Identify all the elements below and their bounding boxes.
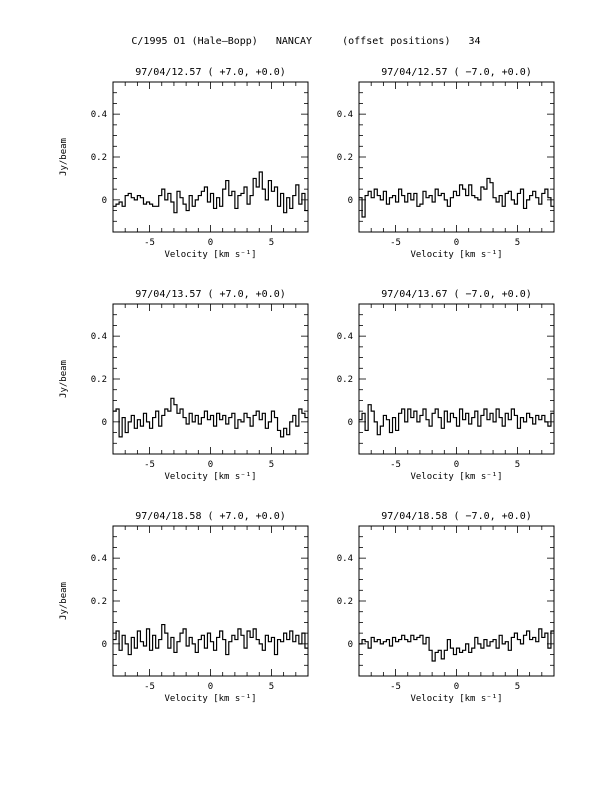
panel-title: 97/04/12.57 ( +7.0, +0.0) <box>135 67 286 78</box>
y-tick-label: 0.4 <box>337 110 353 120</box>
y-tick-label: 0.4 <box>91 554 107 564</box>
x-axis-label: Velocity [km s⁻¹] <box>410 250 502 260</box>
y-tick-label: 0 <box>348 640 353 650</box>
x-tick-label: -5 <box>144 682 155 692</box>
y-tick-label: 0.2 <box>91 375 107 385</box>
y-axis-label: Jy/beam <box>59 360 69 398</box>
panel-title: 97/04/13.67 ( −7.0, +0.0) <box>381 289 532 300</box>
x-tick-label: 5 <box>515 682 520 692</box>
y-tick-label: 0.2 <box>337 597 353 607</box>
y-tick-label: 0 <box>102 196 107 206</box>
y-axis-label: Jy/beam <box>59 138 69 176</box>
y-tick-label: 0.2 <box>91 597 107 607</box>
x-axis-label: Velocity [km s⁻¹] <box>410 694 502 704</box>
y-tick-label: 0.4 <box>337 554 353 564</box>
spectrum-panel-3: 97/04/13.57 ( +7.0, +0.0) -5 0 5 0 0.2 0.4 Velo… <box>59 289 309 482</box>
x-tick-label: 0 <box>208 682 213 692</box>
spectrum-panel-6: 97/04/18.58 ( −7.0, +0.0) -5 0 5 0 0.2 0.4 Velo… <box>337 511 555 704</box>
plot-frame <box>358 81 555 233</box>
x-tick-label: 5 <box>269 238 274 248</box>
x-tick-label: 0 <box>208 460 213 470</box>
spectrum-panel-4: 97/04/13.67 ( −7.0, +0.0) -5 0 5 0 0.2 0.4 Velo… <box>337 289 555 482</box>
panel-title: 97/04/18.58 ( −7.0, +0.0) <box>381 511 532 522</box>
x-tick-label: 0 <box>208 238 213 248</box>
plot-frame <box>112 81 309 233</box>
y-tick-label: 0 <box>102 640 107 650</box>
y-tick-label: 0 <box>348 196 353 206</box>
x-tick-label: -5 <box>144 238 155 248</box>
spectrum-panel-5: 97/04/18.58 ( +7.0, +0.0) -5 0 5 0 0.2 0.4 Velo… <box>59 511 309 704</box>
x-tick-label: -5 <box>390 238 401 248</box>
x-tick-label: 5 <box>269 460 274 470</box>
x-tick-label: -5 <box>390 460 401 470</box>
x-tick-label: 0 <box>454 682 459 692</box>
x-tick-label: -5 <box>390 682 401 692</box>
y-tick-label: 0.2 <box>337 153 353 163</box>
x-tick-label: 5 <box>269 682 274 692</box>
x-tick-label: 5 <box>515 238 520 248</box>
spectrum-line <box>359 404 554 436</box>
spectrum-line <box>113 171 308 214</box>
spectrum-line <box>113 397 308 438</box>
plot-frame <box>112 525 309 677</box>
x-tick-label: 5 <box>515 460 520 470</box>
panel-title: 97/04/13.57 ( +7.0, +0.0) <box>135 289 286 300</box>
spectrum-line <box>113 623 308 656</box>
page-title: C/1995 O1 (Hale–Bopp) NANCAY (offset pos… <box>131 36 481 47</box>
x-axis-label: Velocity [km s⁻¹] <box>164 472 256 482</box>
y-tick-label: 0.4 <box>337 332 353 342</box>
plot-frame <box>358 303 555 455</box>
plot-frame <box>112 303 309 455</box>
y-tick-label: 0.4 <box>91 110 107 120</box>
panel-title: 97/04/18.58 ( +7.0, +0.0) <box>135 511 286 522</box>
panel-title: 97/04/12.57 ( −7.0, +0.0) <box>381 67 532 78</box>
x-axis-label: Velocity [km s⁻¹] <box>410 472 502 482</box>
y-tick-label: 0 <box>348 418 353 428</box>
x-tick-label: 0 <box>454 238 459 248</box>
spectrum-line <box>359 628 554 662</box>
spectrum-line <box>359 177 554 218</box>
y-tick-label: 0.2 <box>337 375 353 385</box>
y-tick-label: 0.4 <box>91 332 107 342</box>
x-axis-label: Velocity [km s⁻¹] <box>164 694 256 704</box>
spectrum-panel-1: 97/04/12.57 ( +7.0, +0.0) -5 0 5 0 0.2 0.4 Velo… <box>59 67 309 260</box>
x-axis-label: Velocity [km s⁻¹] <box>164 250 256 260</box>
y-tick-label: 0.2 <box>91 153 107 163</box>
x-tick-label: 0 <box>454 460 459 470</box>
y-axis-label: Jy/beam <box>59 582 69 620</box>
spectrum-panel-2: 97/04/12.57 ( −7.0, +0.0) -5 0 5 0 0.2 0.4 Velo… <box>337 67 555 260</box>
x-tick-label: -5 <box>144 460 155 470</box>
y-tick-label: 0 <box>102 418 107 428</box>
